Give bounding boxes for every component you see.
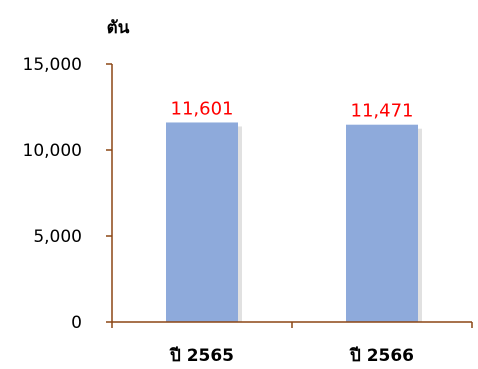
x-axis-labels: ปี 2565 ปี 2566 [169, 345, 414, 366]
bars [166, 122, 422, 323]
data-label: 11,471 [351, 101, 414, 122]
bar [166, 122, 238, 322]
y-tick-label: 10,000 [23, 141, 82, 161]
y-tick-label: 15,000 [23, 55, 82, 75]
y-tick-label: 0 [71, 313, 82, 333]
x-category-label: ปี 2565 [169, 345, 234, 366]
data-label: 11,601 [171, 98, 234, 119]
bar [346, 124, 418, 323]
y-axis-ticks: 0 5,000 10,000 15,000 [23, 55, 473, 333]
data-labels: 11,601 11,471 [171, 98, 414, 121]
y-axis-unit-label: ตัน [107, 18, 130, 38]
x-category-label: ปี 2566 [349, 345, 414, 366]
y-tick-label: 5,000 [33, 227, 82, 247]
